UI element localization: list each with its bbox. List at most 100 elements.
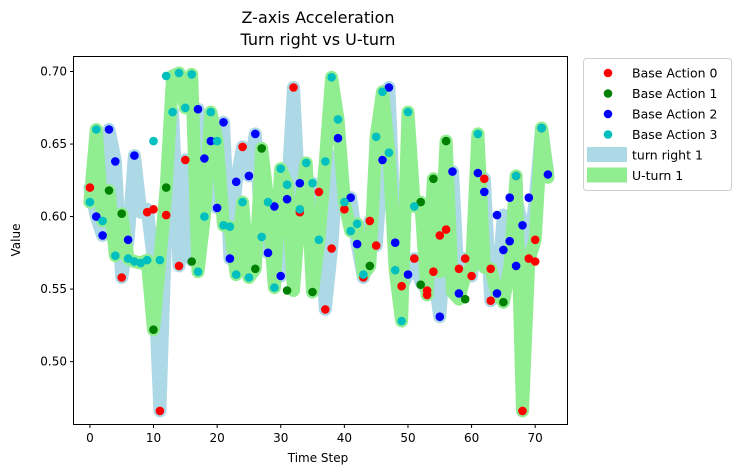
x-tick-label: 30	[273, 431, 288, 445]
point-base-action-0	[340, 205, 349, 214]
point-base-action-0	[155, 406, 165, 416]
point-base-action-2	[231, 177, 241, 187]
point-base-action-2	[435, 312, 445, 322]
legend: Base Action 0 Base Action 1 Base Action 2 B…	[583, 58, 732, 191]
point-base-action-3	[340, 197, 349, 207]
point-base-action-3	[397, 316, 406, 326]
point-base-action-0	[486, 264, 496, 274]
point-base-action-0	[454, 264, 464, 274]
point-base-action-2	[384, 83, 394, 92]
point-base-action-0	[314, 187, 324, 197]
point-base-action-2	[480, 187, 489, 197]
point-base-action-2	[333, 133, 343, 143]
y-tick-label: 0.70	[40, 65, 67, 79]
point-base-action-3	[136, 258, 146, 268]
point-base-action-0	[429, 267, 438, 277]
point-base-action-0	[524, 254, 534, 263]
point-base-action-2	[212, 203, 222, 213]
point-base-action-0	[238, 142, 247, 152]
y-tick-label: 0.60	[40, 210, 67, 224]
point-base-action-2	[244, 171, 254, 181]
point-base-action-3	[92, 125, 101, 134]
point-base-action-3	[174, 68, 184, 78]
x-axis-label: Time Step	[287, 451, 349, 465]
point-base-action-3	[378, 87, 387, 97]
point-base-action-1	[460, 294, 470, 304]
point-base-action-3	[149, 136, 158, 146]
point-base-action-3	[212, 136, 222, 146]
point-base-action-1	[416, 280, 426, 290]
point-base-action-3	[403, 107, 413, 117]
point-base-action-3	[155, 255, 165, 265]
point-base-action-3	[371, 132, 381, 142]
point-base-action-2	[505, 236, 514, 246]
point-base-action-2	[403, 270, 413, 279]
point-base-action-3	[327, 73, 336, 82]
point-base-action-1	[499, 297, 508, 307]
point-base-action-0	[530, 257, 540, 266]
point-base-action-3	[238, 197, 247, 207]
point-base-action-3	[200, 212, 209, 221]
point-base-action-0	[85, 183, 95, 192]
point-base-action-2	[104, 125, 114, 134]
point-base-action-3	[410, 202, 419, 211]
point-base-action-1	[365, 261, 375, 271]
legend-marker-base-action-1	[603, 89, 613, 98]
point-base-action-0	[480, 174, 489, 184]
legend-label-u-turn-1: U-turn 1	[632, 168, 683, 183]
point-base-action-0	[365, 216, 375, 226]
legend-items: Base Action 0 Base Action 1 Base Action 2 B…	[587, 66, 718, 183]
legend-label-base-action-0: Base Action 0	[632, 66, 718, 81]
point-base-action-3	[270, 283, 279, 292]
point-base-action-3	[257, 232, 267, 242]
point-base-action-3	[193, 267, 203, 277]
axes-frame	[73, 56, 568, 425]
point-base-action-3	[244, 273, 254, 282]
point-base-action-2	[518, 221, 527, 230]
point-base-action-2	[524, 193, 534, 202]
legend-label-base-action-2: Base Action 2	[632, 107, 718, 122]
point-base-action-2	[130, 151, 139, 160]
point-base-action-3	[352, 219, 362, 229]
point-base-action-2	[511, 261, 521, 271]
point-base-action-3	[384, 148, 394, 157]
point-base-action-3	[511, 171, 521, 181]
point-base-action-0	[117, 273, 126, 282]
point-base-action-2	[92, 212, 101, 221]
point-base-action-0	[397, 281, 406, 291]
point-base-action-2	[492, 210, 502, 220]
point-base-action-2	[270, 202, 279, 211]
legend-marker-base-action-3	[603, 130, 613, 139]
point-base-action-3	[231, 270, 241, 279]
point-base-action-3	[168, 107, 177, 117]
x-axis-ticks: 0 10 20 30 40 50 60 70	[86, 424, 543, 445]
point-base-action-1	[282, 286, 292, 295]
point-base-action-0	[467, 271, 476, 281]
point-base-action-2	[193, 104, 203, 114]
point-base-action-3	[308, 178, 317, 188]
point-base-action-3	[295, 205, 305, 214]
point-base-action-2	[346, 193, 356, 202]
point-base-action-1	[257, 144, 267, 153]
point-base-action-3	[276, 164, 286, 173]
legend-marker-base-action-2	[603, 109, 613, 119]
y-axis-label: Value	[9, 224, 23, 257]
point-base-action-3	[161, 71, 171, 81]
point-base-action-2	[473, 168, 483, 178]
point-base-action-2	[282, 194, 292, 204]
point-base-action-3	[346, 226, 356, 236]
point-base-action-0	[174, 261, 184, 271]
point-base-action-0	[441, 225, 451, 234]
point-base-action-1	[187, 257, 196, 266]
point-base-action-0	[149, 205, 158, 214]
point-base-action-2	[448, 167, 457, 176]
point-base-action-0	[161, 210, 171, 220]
point-base-action-2	[390, 238, 400, 247]
plot-area	[83, 66, 555, 418]
point-base-action-2	[505, 193, 514, 202]
point-base-action-2	[111, 157, 120, 166]
point-base-action-1	[441, 136, 451, 146]
x-tick-label: 40	[337, 431, 352, 445]
chart-subtitle: Turn right vs U-turn	[240, 30, 396, 49]
